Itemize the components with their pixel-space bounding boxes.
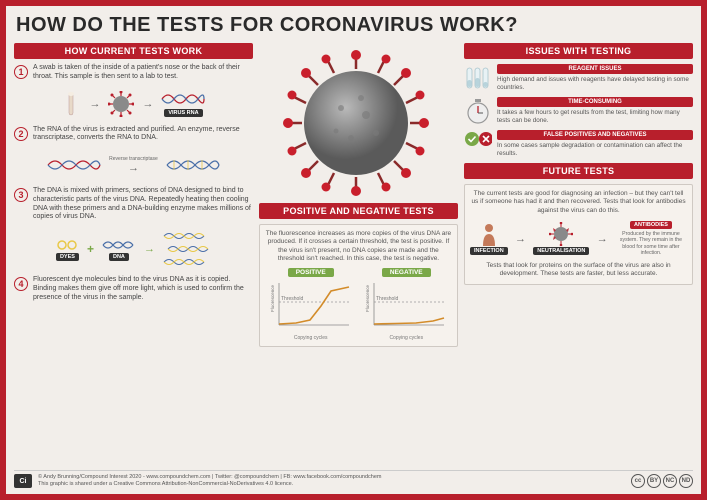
swab-icon [61, 91, 81, 117]
arrow-icon: → [515, 233, 526, 245]
col-left: HOW CURRENT TESTS WORK 1 A swab is taken… [14, 43, 253, 467]
step-1-number: 1 [14, 65, 28, 79]
positive-label: POSITIVE [288, 268, 334, 277]
x-axis-label: Copying cycles [294, 335, 328, 341]
svg-text:Fluorescence: Fluorescence [365, 284, 370, 312]
stopwatch-icon [464, 97, 492, 125]
banner-pos-neg: POSITIVE AND NEGATIVE TESTS [259, 203, 458, 219]
dyes-label: DYES [56, 253, 79, 261]
issue-tag-false: FALSE POSITIVES AND NEGATIVES [497, 130, 693, 140]
cc-icons: cc BY NC ND [631, 474, 693, 488]
issue-false: FALSE POSITIVES AND NEGATIVES In some ca… [464, 130, 693, 158]
pos-neg-intro: The fluorescence increases as more copie… [265, 230, 452, 264]
footer-line2: This graphic is shared under a Creative … [38, 481, 625, 488]
banner-future: FUTURE TESTS [464, 163, 693, 179]
antibodies-text: Produced by the immune system. They rema… [615, 231, 687, 256]
issue-text-reagent: High demand and issues with reagents hav… [497, 76, 693, 92]
cc-nd-icon: ND [679, 474, 693, 488]
future-outro: Tests that look for proteins on the surf… [470, 262, 687, 279]
step-1: 1 A swab is taken of the inside of a pat… [14, 64, 253, 82]
step-4-number: 4 [14, 277, 28, 291]
step-4-text: Fluorescent dye molecules bind to the vi… [33, 276, 253, 302]
issue-reagent: REAGENT ISSUES High demand and issues wi… [464, 64, 693, 92]
arrow-icon: → [144, 243, 155, 255]
step-2-number: 2 [14, 127, 28, 141]
future-intro: The current tests are good for diagnosin… [470, 190, 687, 215]
x-axis-label: Copying cycles [389, 335, 423, 341]
arrow-icon: → [597, 233, 608, 245]
step-3-illustration: DYES + DNA → [14, 227, 253, 271]
step-1-illustration: → → VIRUS RNA [14, 87, 253, 121]
pos-neg-panel: The fluorescence increases as more copie… [259, 224, 458, 347]
dyes-icon [56, 238, 78, 252]
cc-by-icon: BY [647, 474, 661, 488]
banner-how-tests-work: HOW CURRENT TESTS WORK [14, 43, 253, 59]
main-title: HOW DO THE TESTS FOR CORONAVIRUS WORK? [14, 12, 693, 43]
arrow-icon: → [142, 98, 153, 110]
page-frame: HOW DO THE TESTS FOR CORONAVIRUS WORK? H… [0, 0, 707, 500]
issue-tag-time: TIME-CONSUMING [497, 97, 693, 107]
chart-negative: NEGATIVE Threshold Fluorescence [360, 268, 452, 341]
positive-chart-svg: Threshold Fluorescence [269, 279, 353, 333]
footer-line1: © Andy Brunning/Compound Interest 2020 -… [38, 474, 625, 481]
col-middle: POSITIVE AND NEGATIVE TESTS The fluoresc… [259, 43, 458, 467]
col-right: ISSUES WITH TESTING REAGENT ISSUES High … [464, 43, 693, 467]
step-3: 3 The DNA is mixed with primers, section… [14, 187, 253, 222]
negative-chart-svg: Threshold Fluorescence [364, 279, 448, 333]
svg-text:Fluorescence: Fluorescence [270, 284, 275, 312]
negative-label: NEGATIVE [382, 268, 431, 277]
dna-label: DNA [109, 253, 129, 261]
page-inner: HOW DO THE TESTS FOR CORONAVIRUS WORK? H… [6, 6, 701, 494]
antibodies-label: ANTIBODIES [630, 221, 672, 229]
virus-hero-image [259, 43, 449, 198]
dna-copies-icon [163, 229, 211, 269]
footer: Ci © Andy Brunning/Compound Interest 202… [14, 470, 693, 488]
dna-helix-icon [166, 156, 220, 174]
svg-text:Threshold: Threshold [281, 296, 303, 302]
person-icon [480, 222, 498, 246]
dna-small-icon [102, 238, 136, 252]
issue-tag-reagent: REAGENT ISSUES [497, 64, 693, 74]
arrow-icon: → [128, 162, 139, 174]
plus-icon: + [87, 242, 94, 256]
virus-neutral-icon [549, 222, 573, 246]
cc-nc-icon: NC [663, 474, 677, 488]
banner-issues: ISSUES WITH TESTING [464, 43, 693, 59]
step-4: 4 Fluorescent dye molecules bind to the … [14, 276, 253, 302]
neutralisation-label: NEUTRALISATION [533, 247, 589, 255]
ci-logo: Ci [14, 474, 32, 488]
step-3-number: 3 [14, 188, 28, 202]
step-1-text: A swab is taken of the inside of a patie… [33, 64, 253, 82]
chart-positive: POSITIVE Threshold Fluorescence [265, 268, 357, 341]
rna-helix-icon [47, 156, 101, 174]
future-panel: The current tests are good for diagnosin… [464, 184, 693, 285]
tubes-icon [464, 64, 492, 92]
virus-rna-label: VIRUS RNA [164, 109, 202, 117]
virus-small-icon [108, 91, 134, 117]
issue-time: TIME-CONSUMING It takes a few hours to g… [464, 97, 693, 125]
future-diagram: INFECTION → NEUTRALISATION → ANTIBODIES … [470, 219, 687, 258]
step-2: 2 The RNA of the virus is extracted and … [14, 126, 253, 144]
step-2-illustration: Reverse transcriptase → [14, 148, 253, 182]
arrow-icon: → [89, 98, 100, 110]
step-2-text: The RNA of the virus is extracted and pu… [33, 126, 253, 144]
step-3-text: The DNA is mixed with primers, sections … [33, 187, 253, 222]
svg-text:Threshold: Threshold [376, 296, 398, 302]
cc-icon: cc [631, 474, 645, 488]
rna-helix-icon [161, 90, 205, 108]
check-x-icon [464, 130, 492, 148]
issue-text-false: In some cases sample degradation or cont… [497, 142, 693, 158]
columns: HOW CURRENT TESTS WORK 1 A swab is taken… [14, 43, 693, 467]
infection-label: INFECTION [470, 247, 508, 255]
issue-text-time: It takes a few hours to get results from… [497, 109, 693, 125]
footer-text: © Andy Brunning/Compound Interest 2020 -… [38, 474, 625, 487]
charts-row: POSITIVE Threshold Fluorescence [265, 268, 452, 341]
